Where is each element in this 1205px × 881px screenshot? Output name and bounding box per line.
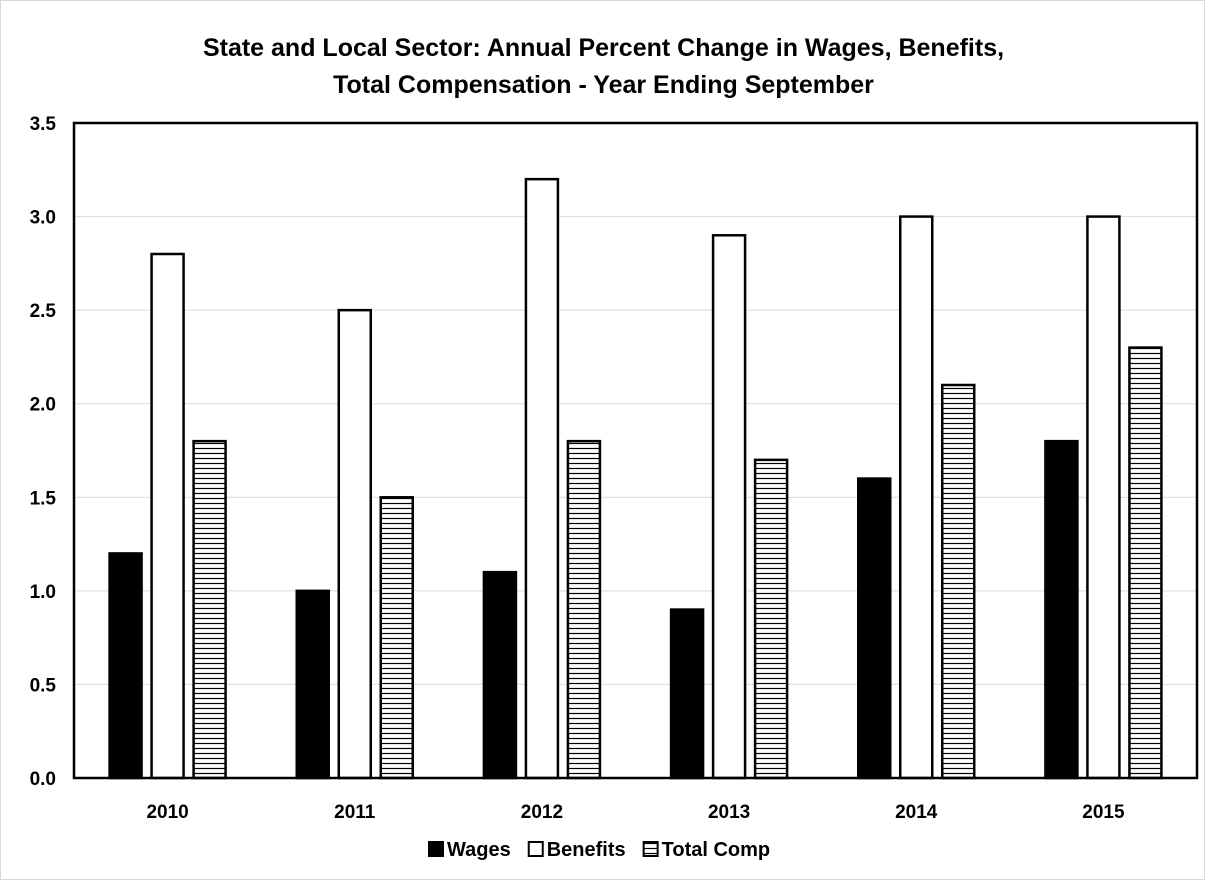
bar-total-comp-2012	[566, 439, 602, 780]
bar-wages-2015	[1044, 439, 1079, 780]
bar-benefits-2011	[337, 308, 372, 780]
x-axis-ticks: 2010 2011 2012 2013 2014 2015	[146, 802, 1125, 823]
bar-wages-2012	[482, 570, 518, 780]
y-axis-ticks: 0.0 0.5 1.0 1.5 2.0 2.5 3.0 3.5	[30, 114, 57, 790]
legend-swatch-benefits	[527, 841, 544, 857]
bar-total-comp-2013	[753, 458, 789, 780]
bar-wages-2014	[857, 477, 892, 780]
bar-benefits-2010	[150, 252, 185, 780]
gridlines	[74, 216, 1197, 685]
y-tick-label: 1.0	[30, 582, 56, 603]
bar-benefits-2015	[1086, 215, 1121, 780]
y-tick-label: 3.5	[30, 114, 57, 135]
bar-total-comp-2014	[941, 383, 976, 780]
x-tick-label: 2015	[1082, 802, 1125, 823]
x-tick-label: 2011	[334, 802, 376, 823]
bar-benefits-2013	[711, 234, 747, 780]
chart-title-line-2: Total Compensation - Year Ending Septemb…	[333, 71, 874, 99]
bar-wages-2011	[295, 589, 330, 780]
x-tick-label: 2013	[708, 802, 750, 823]
bar-total-comp-2015	[1128, 346, 1163, 780]
legend: Wages Benefits Total Comp	[428, 839, 771, 861]
y-tick-label: 0.5	[30, 675, 57, 696]
y-tick-label: 2.0	[30, 395, 56, 416]
x-tick-label: 2010	[146, 802, 188, 823]
bar-wages-2013	[669, 608, 705, 780]
y-tick-label: 1.5	[30, 488, 57, 509]
y-tick-label: 2.5	[30, 301, 57, 322]
legend-label-total-comp: Total Comp	[662, 839, 771, 861]
bars	[108, 177, 1163, 780]
bar-total-comp-2011	[379, 496, 414, 780]
bar-benefits-2012	[524, 177, 560, 780]
y-tick-label: 0.0	[30, 769, 56, 790]
bar-total-comp-2010	[192, 439, 227, 780]
plot-area-frame	[72, 121, 1199, 780]
x-tick-label: 2012	[521, 802, 563, 823]
legend-label-wages: Wages	[447, 839, 511, 861]
legend-label-benefits: Benefits	[547, 839, 626, 861]
legend-swatch-wages	[428, 841, 444, 857]
bar-wages-2010	[108, 552, 143, 780]
legend-swatch-total-comp	[642, 841, 659, 857]
chart-title-line-1: State and Local Sector: Annual Percent C…	[202, 34, 1005, 62]
bar-benefits-2014	[899, 215, 934, 780]
y-tick-label: 3.0	[30, 208, 56, 229]
x-tick-label: 2014	[895, 802, 938, 823]
